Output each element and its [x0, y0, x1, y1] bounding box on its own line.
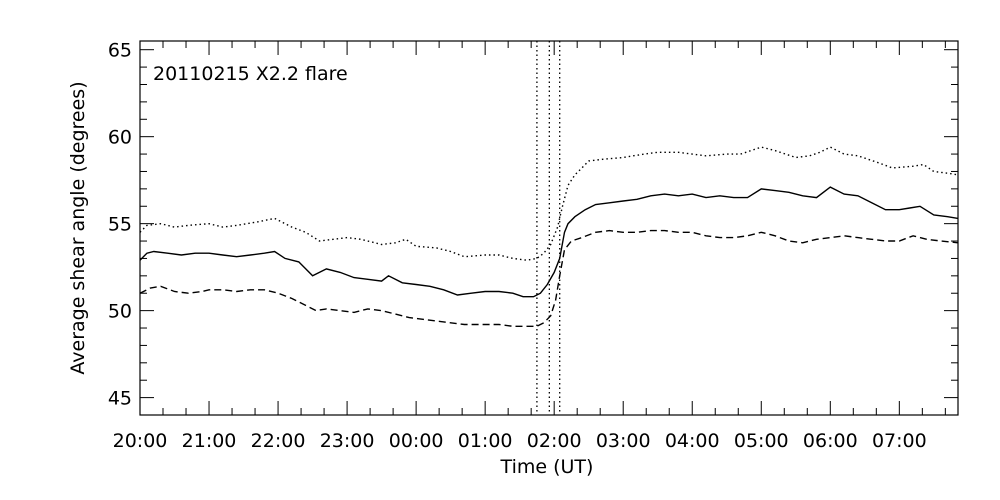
x-tick-label: 21:00: [182, 430, 237, 452]
series-line-solid: [139, 186, 959, 298]
plot-frame: [139, 40, 959, 416]
y-tick-label: 65: [108, 40, 132, 62]
y-tick-label: 45: [108, 388, 132, 410]
flare-time-markers: [536, 41, 561, 415]
x-tick-label: 22:00: [251, 430, 306, 452]
series-line-dotted: [139, 146, 959, 261]
x-tick-label: 20:00: [113, 430, 168, 452]
x-tick-label: 05:00: [734, 430, 789, 452]
x-axis-label: Time (UT): [500, 456, 594, 478]
x-tick-label: 00:00: [389, 430, 444, 452]
x-tick-label: 03:00: [596, 430, 651, 452]
y-tick-label: 60: [108, 127, 132, 149]
x-tick-label: 07:00: [872, 430, 927, 452]
x-tick-label: 02:00: [527, 430, 582, 452]
series-line-dashed: [139, 229, 959, 327]
y-tick-label: 55: [108, 214, 132, 236]
flare-annotation: 20110215 X2.2 flare: [153, 63, 348, 85]
x-tick-label: 01:00: [458, 430, 513, 452]
y-tick-label: 50: [108, 301, 132, 323]
series-lines: [139, 146, 959, 327]
y-axis-label: Average shear angle (degrees): [67, 81, 89, 374]
x-tick-label: 04:00: [665, 430, 720, 452]
x-tick-label: 23:00: [320, 430, 375, 452]
y-axis: 45 50 55 60 65: [108, 40, 958, 416]
x-tick-label: 06:00: [803, 430, 858, 452]
x-axis: 20:00 21:00 22:00 23:00 00:00 01:00 02:00 03:00…: [113, 41, 946, 452]
